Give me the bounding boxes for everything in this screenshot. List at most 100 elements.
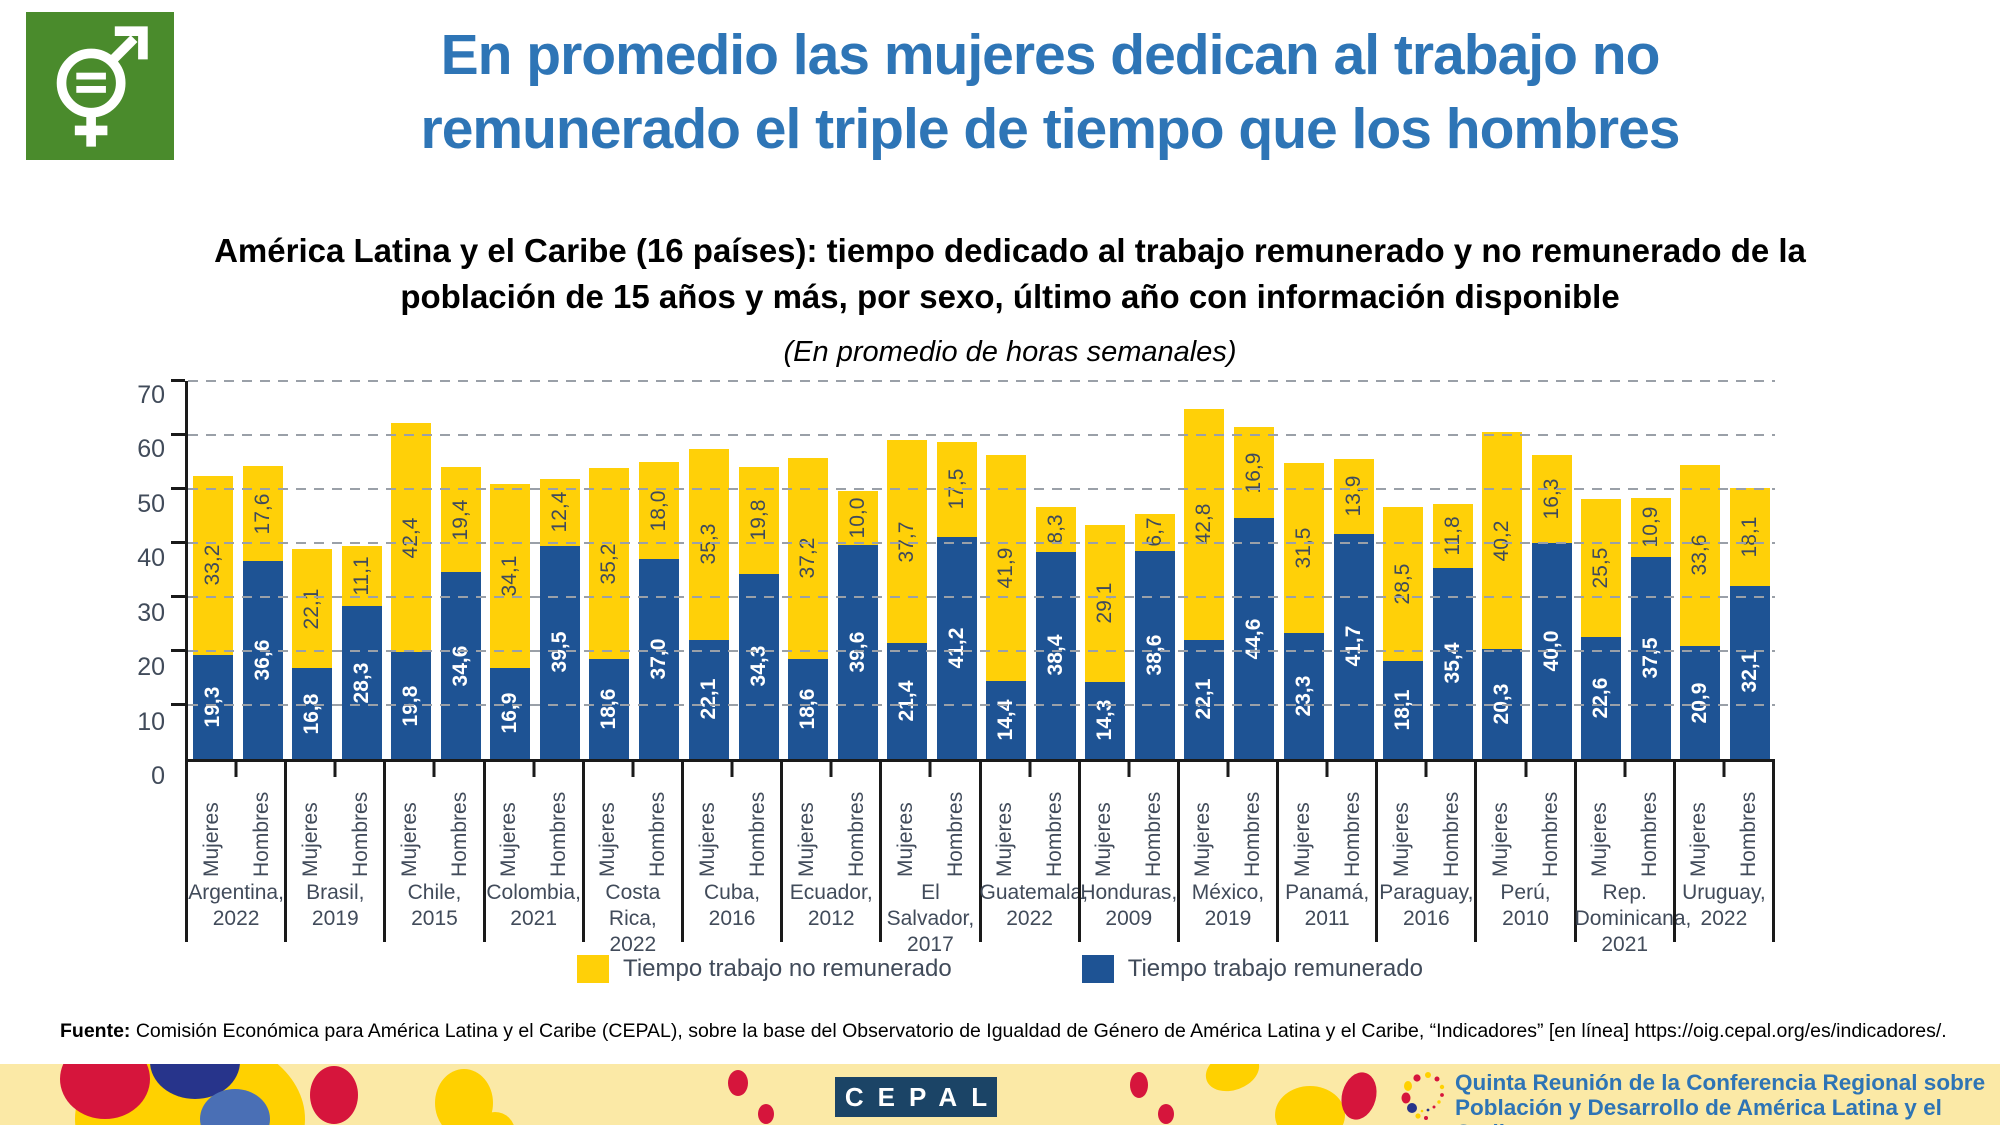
gridline-30 [188,596,1775,598]
segment-remunerado: 22,6 [1581,636,1622,759]
bar-group-Paraguay, 2016: 28,5 18,1 11,8 35,4 [1378,381,1477,759]
legend-label-no-remunerado: Tiempo trabajo no remunerado [623,955,952,982]
sex-labels: Mujeres Hombres [386,769,482,877]
value-label-remunerado: 39,6 [845,631,869,673]
decor-blob [728,1070,748,1096]
bar-mujeres-Uruguay, 2022: 33,6 20,9 [1680,381,1721,759]
y-tick-label-0: 0 [151,762,165,790]
segment-no-remunerado: 33,6 [1680,464,1721,647]
sex-label-hombres: Hombres [745,791,769,877]
sex-label-mujeres: Mujeres [1687,802,1711,877]
value-label-remunerado: 37,0 [647,638,671,680]
country-label-line: Ecuador, [789,881,873,904]
country-label: Argentina, 2022 [186,880,286,932]
sex-label-slot: Mujeres [489,769,529,877]
bar-mujeres-Ecuador, 2012: 37,2 18,6 [787,381,828,759]
bar-hombres-Chile, 2015: 19,4 34,6 [440,381,481,759]
value-label-no-remunerado: 17,6 [250,493,274,535]
y-tick-20 [171,649,185,653]
bar-group-Costa Rica, 2022: 35,2 18,6 18,0 37,0 [585,381,684,759]
pair-tick [730,762,734,777]
category-cell-Panamá, 2011: Mujeres Hombres Panamá, 2011 [1276,762,1375,942]
sex-labels: Mujeres Hombres [783,769,879,877]
sex-label-hombres: Hombres [1439,791,1463,877]
value-label-no-remunerado: 18,1 [1738,516,1762,558]
value-label-remunerado: 22,1 [696,678,720,720]
bar-group-Uruguay, 2022: 33,6 20,9 18,1 32,1 [1676,381,1775,759]
sex-label-slot: Hombres [1134,769,1174,877]
sex-label-mujeres: Mujeres [794,802,818,877]
bar-group-Argentina, 2022: 33,2 19,3 17,6 36,6 [188,381,287,759]
bar-group-Honduras, 2009: 29,1 14,3 6,7 38,6 [1081,381,1180,759]
sex-label-hombres: Hombres [844,791,868,877]
sex-label-hombres: Hombres [1241,791,1265,877]
source-note: Fuente: Comisión Económica para América … [60,1020,1960,1043]
segment-remunerado: 38,6 [1135,550,1176,759]
sex-labels: Mujeres Hombres [188,769,284,877]
decor-blob [1130,1072,1148,1098]
bar-hombres-Cuba, 2016: 19,8 34,3 [738,381,779,759]
decor-blob [758,1104,774,1124]
sex-label-slot: Hombres [638,769,678,877]
segment-no-remunerado: 25,5 [1581,499,1622,637]
sex-label-mujeres: Mujeres [1191,802,1215,877]
segment-no-remunerado: 11,8 [1432,504,1473,568]
country-label-line: Uruguay, [1682,881,1766,904]
y-tick-label-10: 10 [137,707,165,736]
segment-no-remunerado: 18,0 [639,462,680,560]
country-label-line: 2017 [907,933,954,956]
bar-mujeres-Panamá, 2011: 31,5 23,3 [1283,381,1324,759]
pair-tick [1028,762,1032,777]
country-label-line: 2021 [510,907,558,930]
conference-title: Quinta Reunión de la Conferencia Regiona… [1455,1070,1995,1125]
category-cell-Paraguay, 2016: Mujeres Hombres Paraguay, 2016 [1375,762,1474,942]
value-label-no-remunerado: 11,8 [1440,516,1464,556]
value-label-no-remunerado: 12,4 [548,491,572,533]
footer-banner: CEPAL Quinta Reunión de la Conferencia R… [0,1064,2000,1125]
segment-remunerado: 16,9 [490,667,531,759]
sex-label-slot: Hombres [439,769,479,877]
pair-tick [333,762,337,777]
segment-remunerado: 37,5 [1631,556,1672,759]
country-label: Paraguay, 2016 [1376,880,1476,932]
value-label-no-remunerado: 40,2 [1490,520,1514,562]
sex-label-mujeres: Mujeres [1389,802,1413,877]
segment-remunerado: 22,1 [1184,639,1225,759]
sex-label-hombres: Hombres [447,791,471,877]
sex-label-hombres: Hombres [1340,791,1364,877]
pair-tick [1226,762,1230,777]
category-cell-Cuba, 2016: Mujeres Hombres Cuba, 2016 [680,762,780,942]
y-tick-label-60: 60 [137,435,165,464]
country-label-line: Paraguay, [1379,881,1474,904]
decor-blob [475,1112,515,1125]
country-label-line: 2022 [1700,907,1748,930]
stacked-bar-chart: 0 10 20 30 40 50 60 70 33,2 19,3 17,6 36,6 22,1 16,8… [0,379,2000,961]
sex-label-hombres: Hombres [646,791,670,877]
value-label-remunerado: 32,1 [1738,651,1762,693]
segment-no-remunerado: 40,2 [1482,432,1523,650]
sex-labels: Mujeres Hombres [882,769,978,877]
value-label-no-remunerado: 25,5 [1589,547,1613,589]
sex-labels: Mujeres Hombres [585,769,681,877]
plot-area: 33,2 19,3 17,6 36,6 22,1 16,8 11,1 28,3 42,4 19,8… [171,379,1775,762]
bar-mujeres-Argentina, 2022: 33,2 19,3 [192,381,233,759]
bars-row: 33,2 19,3 17,6 36,6 22,1 16,8 11,1 28,3 42,4 19,8… [188,381,1775,759]
segment-remunerado: 41,2 [936,536,977,759]
bar-mujeres-Rep. Dominicana, 2021: 25,5 22,6 [1581,381,1622,759]
country-label: Costa Rica, 2022 [583,880,683,958]
sex-label-slot: Mujeres [1282,769,1322,877]
country-label-line: Guatemala, [979,881,1089,904]
category-cell-Honduras, 2009: Mujeres Hombres Honduras, 2009 [1077,762,1177,942]
value-label-no-remunerado: 28,5 [1390,563,1414,605]
segment-no-remunerado: 33,2 [192,475,233,655]
pair-tick [432,762,436,777]
decor-blob [1275,1086,1345,1125]
country-label-line: 2022 [609,933,657,956]
sex-labels: Mujeres Hombres [1577,769,1673,877]
bar-group-Cuba, 2016: 35,3 22,1 19,8 34,3 [684,381,783,759]
country-label-line: Panamá, [1285,881,1370,904]
segment-no-remunerado: 29,1 [1085,524,1126,682]
sex-label-slot: Mujeres [1580,769,1620,877]
pair-tick [631,762,635,777]
value-label-no-remunerado: 31,5 [1291,527,1315,569]
